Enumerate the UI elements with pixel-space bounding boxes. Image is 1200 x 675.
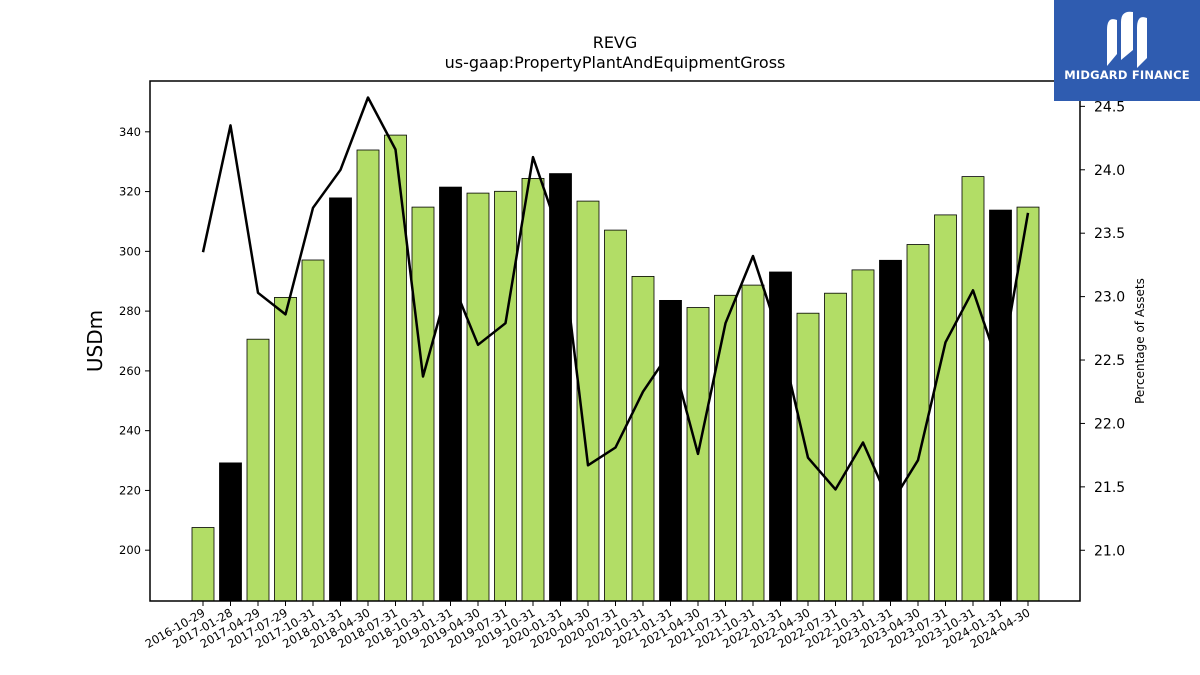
y-tick-label: 340	[119, 125, 141, 139]
chart-title: REVG	[593, 33, 638, 52]
y-tick-label: 200	[119, 543, 141, 557]
bar-2017-04-29	[246, 338, 270, 602]
y-tick-label: 220	[119, 483, 141, 497]
percentage-line	[201, 96, 1030, 506]
bar-2020-10-31	[631, 275, 655, 602]
bar-2019-07-31	[494, 190, 517, 602]
bar-2018-10-31	[411, 206, 435, 602]
bar-2024-04-30	[1016, 206, 1040, 602]
midgard-logo-icon	[1107, 11, 1147, 68]
bar-2019-01-31	[439, 186, 462, 602]
bar-2023-01-31	[879, 259, 902, 602]
y2-tick-label: 24.0	[1094, 163, 1125, 179]
brand-logo: MIDGARD FINANCE	[1054, 0, 1200, 101]
y2-tick-label: 24.5	[1094, 99, 1125, 115]
bar-series	[191, 134, 1040, 602]
y-tick-label: 280	[119, 304, 141, 318]
y2-tick-label: 21.0	[1094, 543, 1125, 559]
y-tick-label: 320	[119, 185, 141, 199]
bar-2022-07-31	[824, 292, 847, 602]
y-tick-label: 260	[119, 364, 141, 378]
bar-2018-01-31	[329, 197, 352, 602]
bar-2022-10-31	[851, 269, 875, 602]
bar-2019-04-30	[466, 192, 490, 602]
y-tick-label: 300	[119, 244, 141, 258]
axes: 200 220 240 260 280 300 320 340 21.0 21.5 22.0 22.5…	[119, 80, 1125, 651]
bar-2016-10-29	[191, 527, 215, 602]
y-axis-label: USDm	[83, 310, 107, 372]
y-tick-label: 240	[119, 424, 141, 438]
bar-2019-10-31	[521, 177, 545, 602]
bar-2023-07-31	[934, 214, 957, 602]
y2-axis-label: Percentage of Assets	[1133, 278, 1147, 404]
bar-2024-01-31	[989, 209, 1012, 602]
y2-tick-label: 23.5	[1094, 226, 1125, 242]
bar-2021-10-31	[741, 284, 765, 602]
bar-2017-01-28	[219, 462, 242, 602]
bar-2018-04-30	[356, 149, 380, 602]
bar-2021-01-31	[659, 299, 682, 602]
bar-2017-10-31	[301, 259, 325, 602]
bar-2023-10-31	[961, 176, 985, 602]
y2-tick-label: 23.0	[1094, 290, 1125, 306]
bar-2017-07-29	[274, 296, 297, 602]
bar-2020-07-31	[604, 229, 627, 602]
y2-tick-label: 22.5	[1094, 353, 1125, 369]
line-series	[201, 96, 1030, 506]
bar-2022-01-31	[769, 271, 792, 602]
y2-tick-label: 22.0	[1094, 416, 1125, 432]
bar-2021-07-31	[714, 294, 737, 602]
brand-name: MIDGARD FINANCE	[1064, 68, 1190, 82]
y2-tick-label: 21.5	[1094, 480, 1125, 496]
chart-subtitle: us-gaap:PropertyPlantAndEquipmentGross	[445, 53, 786, 72]
